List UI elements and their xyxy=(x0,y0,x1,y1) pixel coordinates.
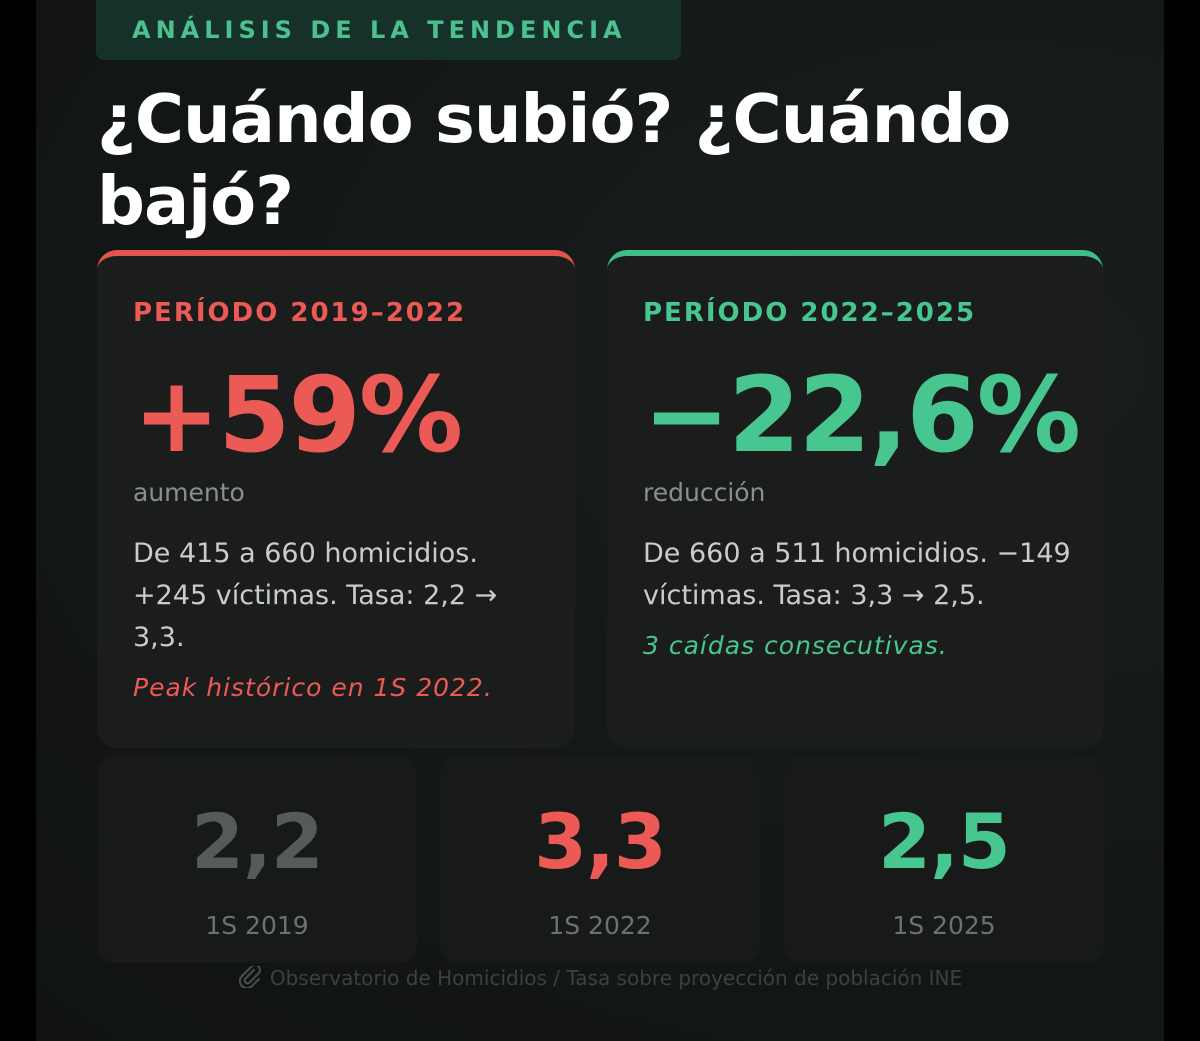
card-period-label: PERÍODO 2019–2022 xyxy=(133,298,467,328)
card-percent-value: +59% xyxy=(133,354,463,476)
section-eyebrow: ANÁLISIS DE LA TENDENCIA xyxy=(96,0,681,60)
source-footer: Observatorio de Homicidios / Tasa sobre … xyxy=(0,964,1200,990)
stat-card-2022: 3,3 1S 2022 xyxy=(440,755,760,963)
stat-value: 2,5 xyxy=(878,797,1011,886)
card-description: De 415 a 660 homicidios. +245 víctimas. … xyxy=(133,538,498,653)
card-unit-label: aumento xyxy=(133,478,245,507)
stat-label: 1S 2019 xyxy=(205,911,309,940)
card-increase-period: PERÍODO 2019–2022 +59% aumento De 415 a … xyxy=(97,250,575,748)
stat-card-2025: 2,5 1S 2025 xyxy=(784,755,1104,963)
card-note: 3 caídas consecutivas. xyxy=(643,631,948,660)
stat-label: 1S 2025 xyxy=(892,911,996,940)
stat-label: 1S 2022 xyxy=(548,911,652,940)
card-description: De 660 a 511 homicidios. −149 víctimas. … xyxy=(643,538,1071,611)
stat-card-2019: 2,2 1S 2019 xyxy=(97,755,417,963)
card-unit-label: reducción xyxy=(643,478,766,507)
card-note: Peak histórico en 1S 2022. xyxy=(133,673,493,702)
source-text: Observatorio de Homicidios / Tasa sobre … xyxy=(269,966,963,990)
card-period-label: PERÍODO 2022–2025 xyxy=(643,298,977,328)
card-percent-value: −22,6% xyxy=(643,354,1081,476)
card-decrease-period: PERÍODO 2022–2025 −22,6% reducción De 66… xyxy=(607,250,1103,748)
stat-value: 2,2 xyxy=(191,797,324,886)
paperclip-icon xyxy=(238,964,264,990)
headline: ¿Cuándo subió? ¿Cuándo bajó? xyxy=(97,80,1011,240)
stat-value: 3,3 xyxy=(534,797,667,886)
